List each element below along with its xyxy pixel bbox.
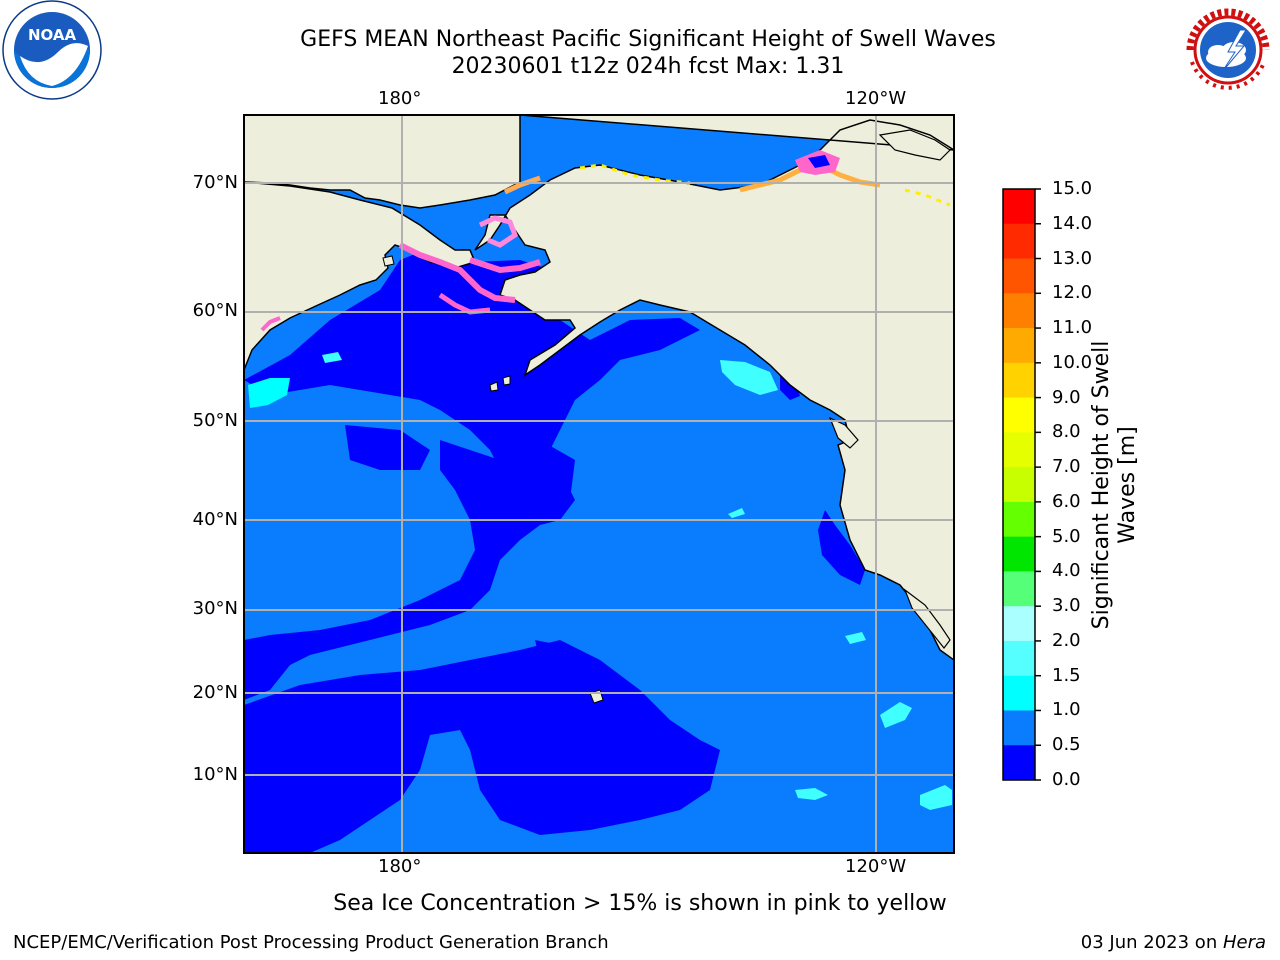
colorbar-tick-label: 15.0 bbox=[1052, 178, 1093, 199]
swell-cyan-alaska bbox=[720, 360, 778, 395]
lat-label-70n: 70°N bbox=[192, 172, 238, 193]
lat-label-40n: 40°N bbox=[192, 509, 238, 530]
colorbar bbox=[1002, 188, 1041, 781]
lon-label-bottom-180: 180° bbox=[378, 856, 422, 877]
footer-date-text: 03 Jun 2023 on bbox=[1080, 932, 1223, 953]
swell-low-west-block bbox=[345, 425, 430, 470]
colorbar-swatch bbox=[1003, 675, 1035, 711]
colorbar-swatch bbox=[1003, 258, 1035, 294]
lat-label-30n: 30°N bbox=[192, 598, 238, 619]
colorbar-label: Significant Height of Swell Waves [m] bbox=[1089, 341, 1141, 630]
footer-credit: NCEP/EMC/Verification Post Processing Pr… bbox=[13, 932, 609, 953]
ice-norton bbox=[469, 257, 541, 274]
ice-beaufort-blue bbox=[808, 155, 830, 168]
colorbar-swatch bbox=[1003, 536, 1035, 572]
nws-logo bbox=[1180, 2, 1276, 98]
swell-cyan-small6 bbox=[728, 508, 745, 518]
swell-cyan-small3 bbox=[920, 785, 952, 810]
lat-label-10n: 10°N bbox=[192, 764, 238, 785]
colorbar-tick-label: 10.0 bbox=[1052, 351, 1093, 373]
map-panel bbox=[244, 115, 954, 853]
colorbar-tick-label: 0.5 bbox=[1052, 734, 1081, 756]
colorbar-swatch bbox=[1003, 293, 1035, 329]
colorbar-swatch bbox=[1003, 223, 1035, 260]
lon-label-top-180: 180° bbox=[378, 88, 422, 109]
ice-westcoast bbox=[260, 316, 281, 332]
colorbar-swatch bbox=[1003, 432, 1035, 468]
swell-low-midpac bbox=[244, 440, 575, 700]
colorbar-tick-label: 13.0 bbox=[1052, 247, 1093, 269]
colorbar-swatch bbox=[1003, 606, 1035, 642]
colorbar-tick-label: 1.5 bbox=[1052, 664, 1081, 686]
swell-cyan-small2 bbox=[880, 702, 912, 728]
map-title: GEFS MEAN Northeast Pacific Significant … bbox=[300, 27, 996, 52]
lon-label-top-120w: 120°W bbox=[845, 88, 907, 109]
map-subtitle: 20230601 t12z 024h fcst Max: 1.31 bbox=[451, 54, 845, 79]
swell-cyan-small5 bbox=[845, 632, 866, 644]
land-siberia bbox=[244, 115, 521, 209]
footer-date: 03 Jun 2023 on Hera bbox=[1081, 933, 1266, 953]
colorbar-swatch bbox=[1003, 189, 1035, 225]
swell-low-hawaii bbox=[535, 640, 610, 700]
land-aleutian1 bbox=[489, 381, 499, 392]
noaa-logo-text: NOAA bbox=[28, 26, 77, 44]
land-archipelago bbox=[878, 129, 951, 161]
colorbar-swatch bbox=[1003, 362, 1035, 399]
map-frame bbox=[243, 114, 955, 854]
lat-label-50n: 50°N bbox=[192, 410, 238, 431]
swell-cyan-small4 bbox=[795, 788, 828, 800]
colorbar-frame bbox=[1002, 188, 1036, 781]
colorbar-tick-label: 9.0 bbox=[1052, 386, 1081, 408]
footer-host: Hera bbox=[1222, 932, 1266, 953]
ice-kotzebue bbox=[478, 215, 519, 248]
swell-cyan-small1 bbox=[322, 352, 342, 363]
colorbar-tick-label: 5.0 bbox=[1052, 525, 1081, 547]
land-baja bbox=[903, 588, 951, 649]
colorbar-swatch bbox=[1003, 745, 1035, 781]
colorbar-swatch bbox=[1003, 467, 1035, 503]
ice-chukchi bbox=[503, 175, 541, 195]
colorbar-swatch bbox=[1003, 710, 1035, 746]
colorbar-tick-label: 7.0 bbox=[1052, 456, 1081, 478]
land-st-lawrence bbox=[382, 255, 395, 267]
swell-low-central bbox=[525, 440, 575, 505]
land-vancouver bbox=[828, 416, 859, 449]
map-gridlines bbox=[244, 115, 954, 853]
ice-bering bbox=[398, 242, 516, 303]
colorbar-tick-label: 4.0 bbox=[1052, 560, 1081, 582]
colorbar-swatch bbox=[1003, 640, 1035, 677]
lat-label-20n: 20°N bbox=[192, 682, 238, 703]
swell-low-bering bbox=[244, 248, 700, 480]
colorbar-swatch bbox=[1003, 328, 1035, 364]
swell-low-calcoast bbox=[818, 510, 865, 585]
colorbar-swatch bbox=[1003, 571, 1035, 607]
colorbar-tick-label: 11.0 bbox=[1052, 317, 1093, 339]
colorbar-swatch bbox=[1003, 501, 1035, 538]
swell-cyan-west bbox=[248, 378, 290, 408]
colorbar-tick-label: 2.0 bbox=[1052, 629, 1081, 651]
lon-label-bottom-120w: 120°W bbox=[845, 856, 907, 877]
colorbar-label-line2: Waves [m] bbox=[1115, 426, 1140, 544]
lat-label-60n: 60°N bbox=[192, 300, 238, 321]
colorbar-swatch bbox=[1003, 397, 1035, 433]
colorbar-tick-label: 12.0 bbox=[1052, 282, 1093, 304]
land-aleutian2 bbox=[502, 375, 511, 386]
colorbar-tick-label: 1.0 bbox=[1052, 699, 1081, 721]
colorbar-tick-label: 8.0 bbox=[1052, 421, 1081, 443]
noaa-logo: NOAA bbox=[2, 0, 102, 100]
colorbar-tick-label: 0.0 bbox=[1052, 769, 1081, 790]
ice-yellow-bits bbox=[579, 163, 951, 207]
colorbar-tick-label: 6.0 bbox=[1052, 490, 1081, 512]
colorbar-tick-label: 3.0 bbox=[1052, 595, 1081, 617]
colorbar-tick-label: 14.0 bbox=[1052, 212, 1093, 234]
sea-ice-note: Sea Ice Concentration > 15% is shown in … bbox=[333, 891, 947, 916]
colorbar-label-line1: Significant Height of Swell bbox=[1089, 340, 1114, 630]
